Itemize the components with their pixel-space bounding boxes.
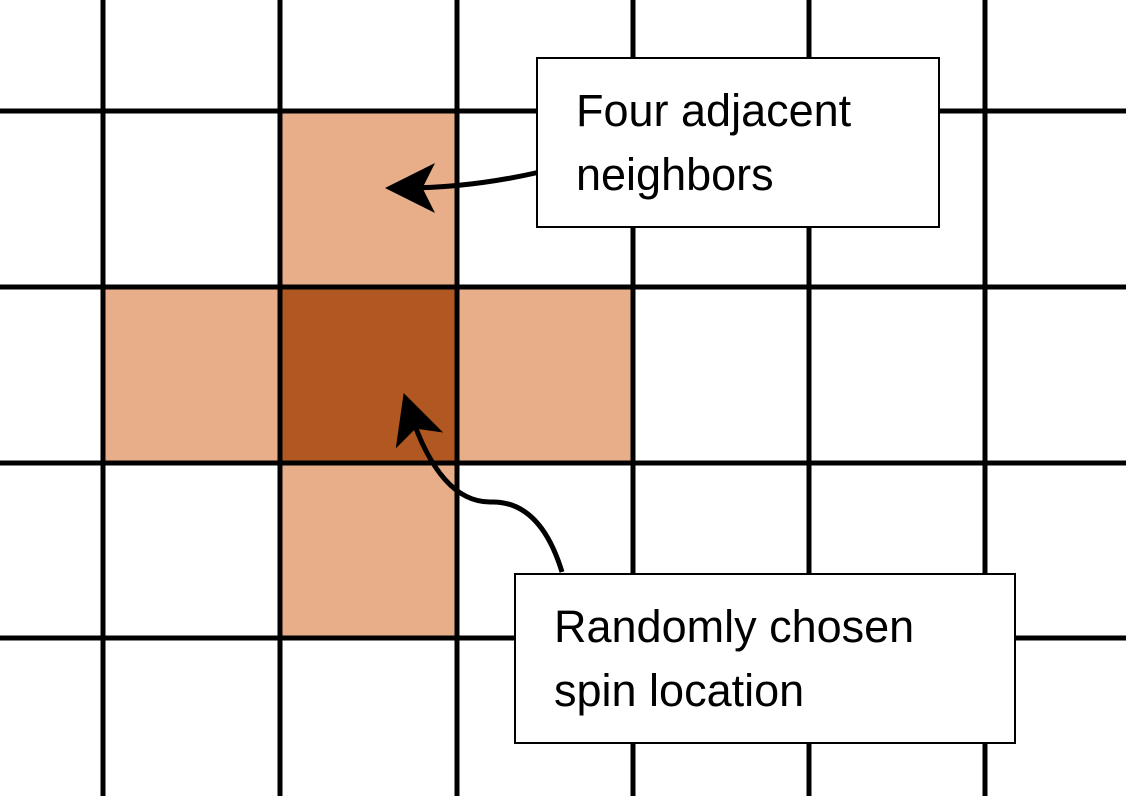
spin-callout-box <box>514 573 1016 744</box>
neighbors-callout: Four adjacent neighbors <box>536 57 940 228</box>
neighbors-callout-line1: Four adjacent <box>576 85 852 136</box>
neighbors-callout-box <box>536 57 940 228</box>
neighbor-cell <box>457 287 633 463</box>
spin-callout-line2: spin location <box>554 665 804 716</box>
highlighted-cells <box>103 111 633 638</box>
neighbor-cell <box>280 463 457 638</box>
neighbors-arrow <box>385 162 541 213</box>
neighbor-cell <box>280 111 457 287</box>
neighbor-cell <box>103 287 280 463</box>
spin-arrow <box>395 393 565 573</box>
spin-callout: Randomly chosen spin location <box>514 573 1016 744</box>
spin-callout-line1: Randomly chosen <box>554 601 914 652</box>
neighbors-callout-line2: neighbors <box>576 149 774 200</box>
selected-spin-cell <box>280 287 457 463</box>
